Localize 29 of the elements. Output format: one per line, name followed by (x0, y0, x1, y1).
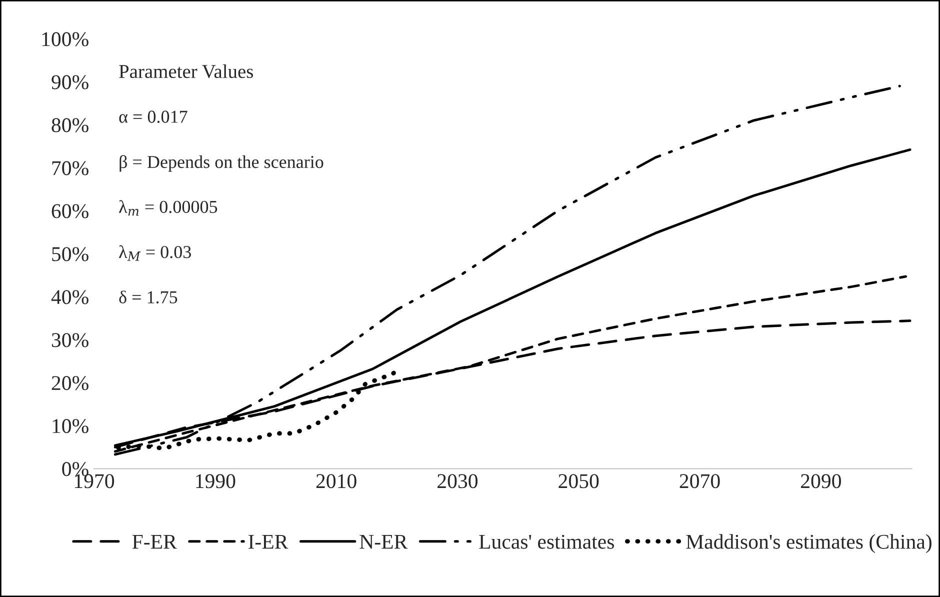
y-tick-label: 20% (52, 376, 88, 390)
legend-label: F-ER (132, 534, 177, 549)
annotation: λ$_{m}$ = 0.00005 (119, 200, 218, 216)
y-tick-label: 30% (52, 333, 88, 348)
legend-label: Maddison's estimates (China) (686, 534, 932, 554)
legend-label: I-ER (248, 534, 288, 549)
x-tick-label: 2070 (680, 474, 720, 488)
x-tick-label: 1990 (196, 474, 236, 488)
x-tick-label: 2090 (801, 474, 841, 488)
x-tick-label: 2050 (558, 474, 599, 488)
annotation: β = Depends on the scenario (120, 155, 324, 172)
y-tick-label: 10% (52, 419, 88, 434)
x-tick-label: 2030 (438, 474, 478, 488)
x-tick-label: 2010 (316, 474, 356, 488)
legend-label: N-ER (360, 534, 408, 549)
legend-label: Lucas' estimates (479, 534, 614, 549)
annotation: λ$_{M}$ = 0.03 (119, 245, 191, 261)
y-tick-label: 40% (51, 290, 88, 304)
annotation: Parameter Values (119, 64, 253, 78)
annotation: α = 0.017 (119, 110, 188, 123)
y-tick-label: 0% (62, 462, 88, 476)
y-tick-label: 60% (52, 204, 88, 218)
y-tick-label: 80% (52, 118, 88, 132)
y-tick-label: 70% (52, 161, 88, 176)
y-tick-label: 50% (52, 247, 88, 262)
x-tick-label: 1970 (75, 474, 114, 488)
y-tick-label: 100% (42, 32, 88, 46)
y-tick-label: 90% (52, 75, 88, 90)
annotation: δ = 1.75 (119, 290, 178, 304)
